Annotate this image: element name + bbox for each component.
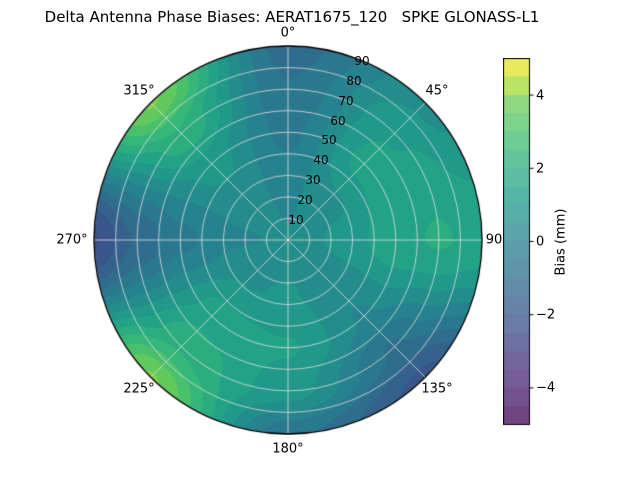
radial-tick-80: 80	[346, 74, 362, 88]
radial-tick-70: 70	[338, 94, 354, 108]
azimuth-tick-90: 90	[485, 232, 503, 248]
colorbar-tick-0: 0	[536, 234, 545, 250]
colorbar	[503, 58, 537, 426]
colorbar-tick-neg4: −4	[536, 380, 556, 396]
azimuth-tick-45: 45°	[425, 83, 449, 99]
colorbar-axis-label: Bias (mm)	[553, 208, 569, 276]
azimuth-tick-0: 0°	[280, 25, 296, 41]
colorbar-tick-neg2: −2	[536, 307, 556, 323]
colorbar-tick-2: 2	[536, 161, 545, 177]
colorbar-tick-4: 4	[536, 88, 545, 104]
radial-tick-90: 90	[354, 54, 370, 68]
radial-tick-50: 50	[321, 133, 337, 147]
azimuth-tick-225: 225°	[123, 381, 155, 397]
azimuth-tick-315: 315°	[123, 83, 155, 99]
radial-tick-30: 30	[305, 173, 321, 187]
chart-title: Delta Antenna Phase Biases: AERAT1675_12…	[44, 8, 540, 26]
azimuth-tick-270: 270°	[56, 232, 88, 248]
radial-tick-40: 40	[313, 153, 329, 167]
radial-tick-60: 60	[330, 114, 346, 128]
azimuth-tick-135: 135°	[421, 381, 453, 397]
azimuth-tick-180: 180°	[272, 441, 304, 457]
polar-contour-plot	[93, 45, 483, 435]
radial-tick-20: 20	[297, 193, 313, 207]
radial-tick-10: 10	[288, 213, 304, 227]
